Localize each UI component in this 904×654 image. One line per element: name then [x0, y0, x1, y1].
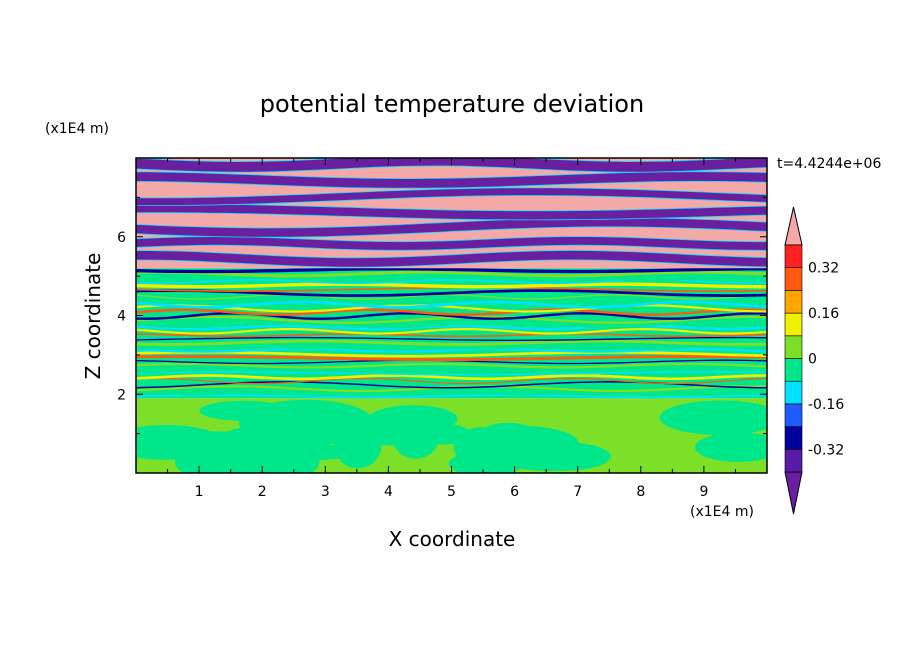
bottom-patch [213, 424, 330, 463]
middle-band [136, 282, 767, 289]
x-tick-label: 5 [447, 484, 456, 500]
y-axis-label: Z coordinate [81, 253, 105, 380]
y-tick-label: 4 [117, 309, 126, 325]
middle-band [136, 336, 767, 341]
middle-band [136, 394, 767, 399]
middle-band [136, 327, 767, 335]
middle-band [136, 296, 767, 305]
bottom-patch [136, 425, 224, 460]
colorbar-swatch [784, 358, 803, 382]
top-band [136, 203, 767, 221]
x-axis-label: X coordinate [389, 527, 516, 551]
colorbar-tick-label: -0.16 [808, 397, 844, 413]
colorbar-tick-label: 0.16 [808, 306, 839, 322]
top-band [136, 250, 767, 268]
middle-band [136, 324, 767, 331]
middle-band [136, 333, 767, 338]
y-tick-label: 6 [117, 230, 126, 246]
colorbar: 0.32 0.16 0 -0.16 -0.32 [784, 206, 844, 515]
colorbar-swatch [784, 380, 803, 405]
middle-band [136, 315, 767, 324]
colorbar-tick-label: -0.32 [808, 442, 844, 458]
middle-band [136, 365, 767, 374]
middle-band [136, 371, 767, 376]
middle-band [136, 294, 767, 300]
colorbar-swatch [784, 312, 803, 337]
bottom-patch [448, 451, 524, 473]
colorbar-swatch [784, 448, 803, 473]
x-unit-label: (x1E4 m) [690, 504, 754, 520]
colorbar-swatch [784, 244, 803, 269]
middle-band [136, 343, 767, 350]
top-band [136, 236, 767, 251]
top-band [136, 171, 767, 189]
middle-band [136, 300, 767, 309]
colorbar-under-triangle [784, 471, 803, 515]
middle-band [136, 348, 767, 353]
middle-band [136, 350, 767, 358]
x-axis: 1 2 3 4 5 6 7 8 9 [167, 158, 736, 500]
middle-band [136, 362, 767, 369]
middle-band [136, 304, 767, 313]
middle-band [136, 270, 767, 278]
x-tick-label: 7 [573, 484, 582, 500]
bottom-patch [694, 432, 767, 462]
x-tick-label: 6 [510, 484, 519, 500]
y-axis: 2 4 6 [117, 196, 767, 435]
colorbar-swatch [784, 426, 803, 450]
bottom-patch [659, 400, 767, 435]
x-tick-label: 8 [636, 484, 645, 500]
top-band [136, 217, 767, 238]
colorbar-swatch [784, 290, 803, 314]
colorbar-tick-label: 0.32 [808, 261, 839, 277]
colorbar-swatch [784, 403, 803, 427]
chart-title: potential temperature deviation [260, 90, 644, 118]
x-tick-label: 9 [699, 484, 708, 500]
middle-band [136, 377, 767, 385]
y-unit-label: (x1E4 m) [45, 121, 109, 137]
x-tick-label: 3 [321, 484, 330, 500]
middle-band [136, 319, 767, 328]
middle-band [136, 289, 767, 297]
x-tick-label: 1 [195, 484, 204, 500]
colorbar-tick-label: 0 [808, 352, 817, 368]
colorbar-over-triangle [784, 206, 803, 246]
middle-band [136, 355, 767, 362]
top-band [136, 187, 767, 206]
y-tick-label: 2 [117, 387, 126, 403]
colorbar-swatch [784, 335, 803, 359]
x-tick-label: 2 [258, 484, 267, 500]
bottom-patch [368, 405, 458, 433]
middle-band [136, 267, 767, 274]
x-tick-label: 4 [384, 484, 393, 500]
middle-band [136, 374, 767, 381]
middle-band [136, 389, 767, 396]
time-label: t=4.4244e+06 [777, 156, 881, 172]
contour-field [136, 158, 767, 473]
middle-band [136, 308, 767, 316]
colorbar-swatch [784, 267, 803, 291]
middle-band [136, 339, 767, 346]
